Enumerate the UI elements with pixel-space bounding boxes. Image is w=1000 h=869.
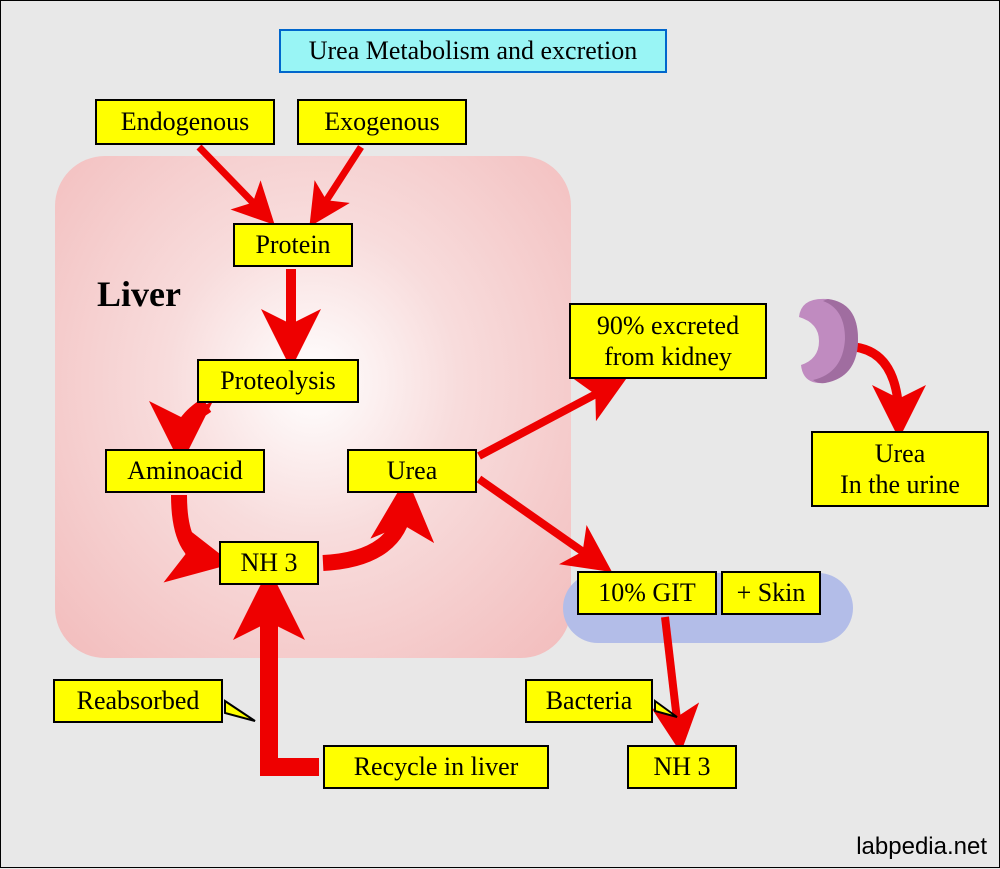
node-aminoacid: Aminoacid xyxy=(105,449,265,493)
node-nh3-git: NH 3 xyxy=(627,745,737,789)
node-urea-urine: Urea In the urine xyxy=(811,431,989,507)
node-exogenous: Exogenous xyxy=(297,99,467,145)
node-reabsorbed: Reabsorbed xyxy=(53,679,223,723)
node-git: 10% GIT xyxy=(577,571,717,615)
node-bacteria: Bacteria xyxy=(525,679,653,723)
node-endogenous: Endogenous xyxy=(95,99,275,145)
diagram-title: Urea Metabolism and excretion xyxy=(279,29,667,73)
kidney-icon xyxy=(773,291,863,389)
footer-credit: labpedia.net xyxy=(856,833,987,861)
node-urea: Urea xyxy=(347,449,477,493)
node-protein: Protein xyxy=(233,223,353,267)
liver-label: Liver xyxy=(97,273,181,315)
diagram-canvas: Urea Metabolism and excretion Liver Endo… xyxy=(0,0,1000,868)
node-recycle: Recycle in liver xyxy=(323,745,549,789)
node-proteolysis: Proteolysis xyxy=(197,359,359,403)
node-kidney-excretion: 90% excreted from kidney xyxy=(569,303,767,379)
node-skin: + Skin xyxy=(721,571,821,615)
node-nh3-liver: NH 3 xyxy=(219,541,319,585)
